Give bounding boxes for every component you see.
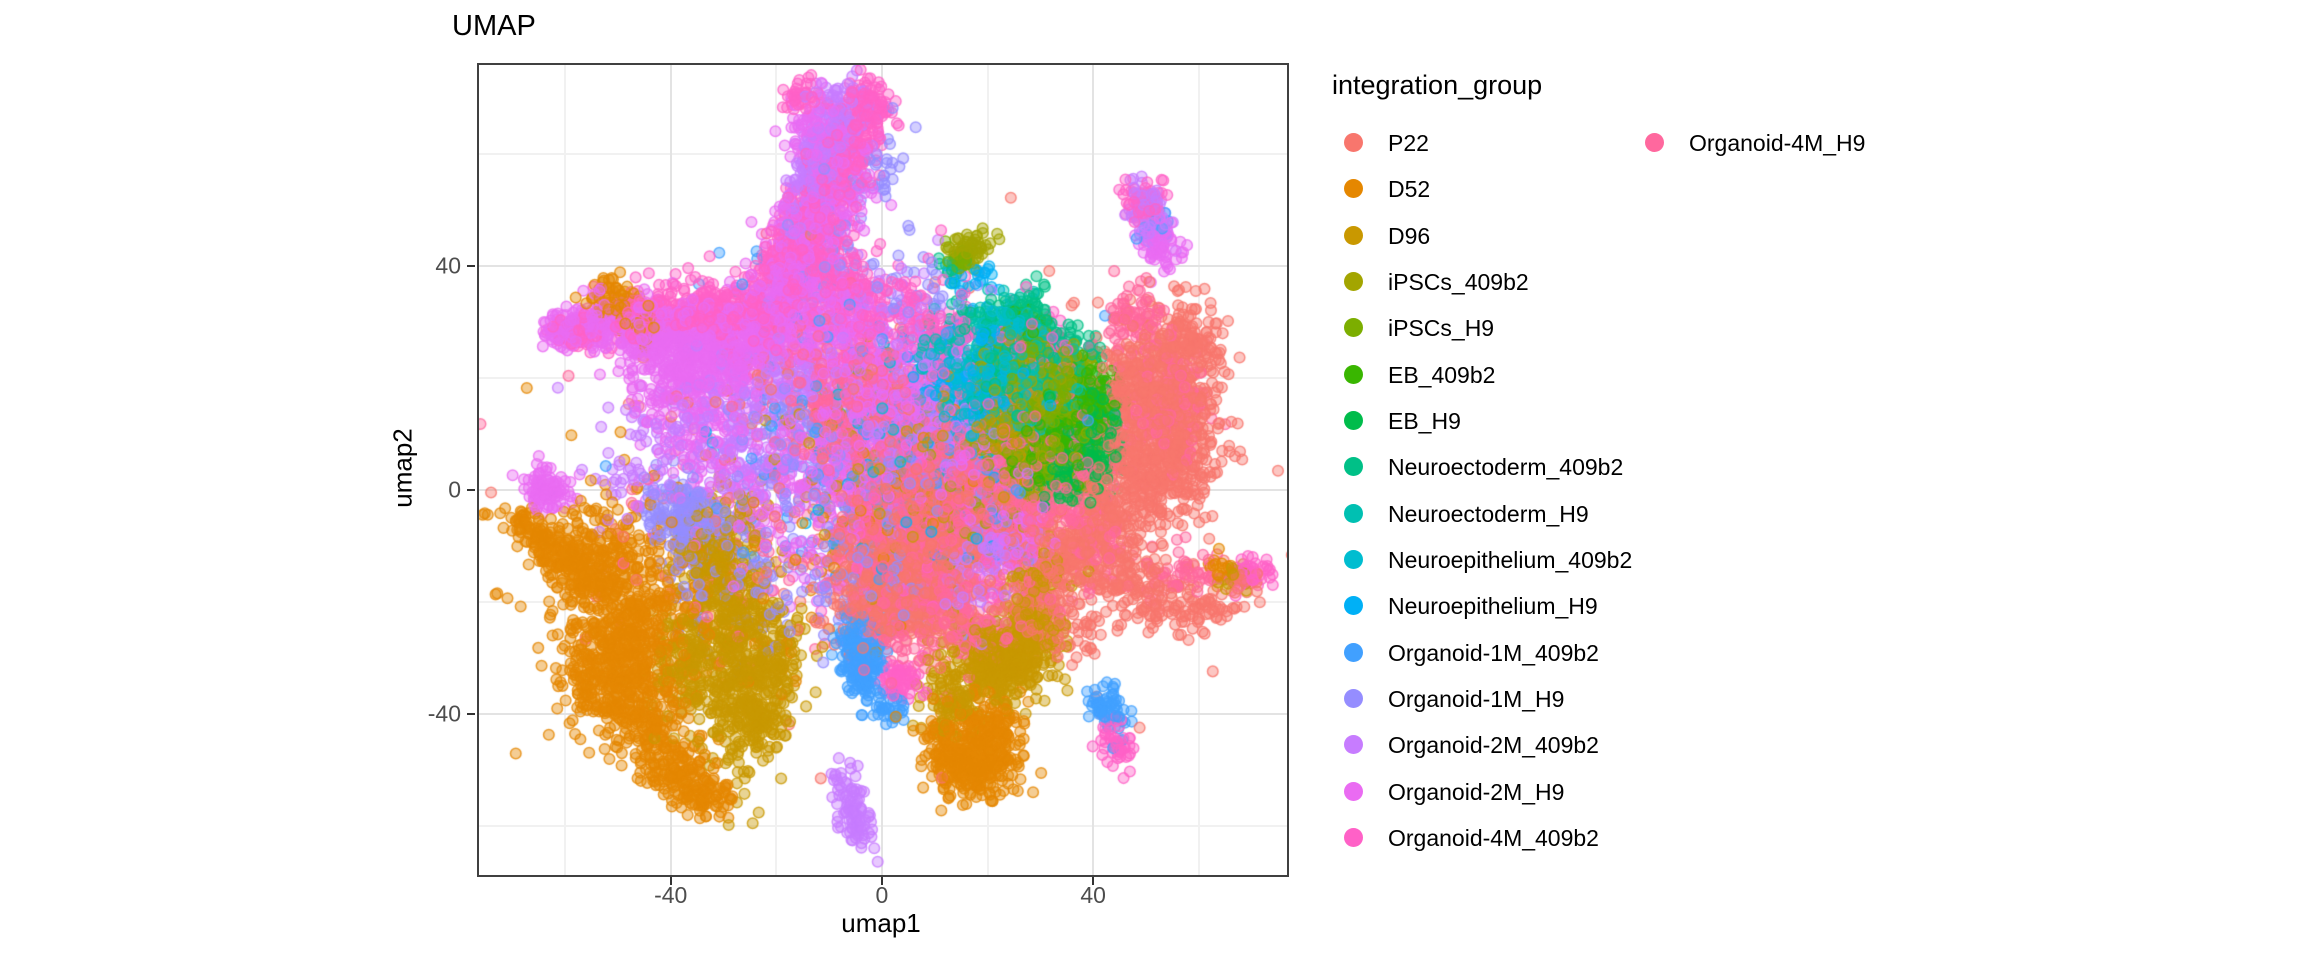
legend-item-label: D52 [1388, 176, 1431, 203]
legend-swatch-icon [1344, 410, 1363, 430]
x-tick-mark [880, 877, 883, 885]
legend-item-label: Neuroepithelium_409b2 [1388, 546, 1633, 573]
x-tick-label: 40 [1080, 882, 1106, 908]
legend-item-label: EB_H9 [1388, 407, 1461, 434]
legend-item-label: Organoid-4M_H9 [1689, 130, 1866, 156]
legend-swatch-icon [1344, 688, 1363, 708]
x-tick-label: 0 [875, 882, 889, 908]
legend-item-label: Neuroepithelium_H9 [1388, 593, 1598, 620]
legend-swatch-icon [1344, 781, 1363, 801]
legend-swatch-icon [1344, 596, 1363, 616]
legend-title: integration_group [1332, 70, 1543, 100]
legend-item-label: Organoid-2M_H9 [1388, 778, 1565, 805]
legend-swatch-icon [1645, 133, 1664, 152]
legend-item-label: Neuroectoderm_H9 [1388, 500, 1589, 527]
legend-swatch-icon [1344, 364, 1363, 384]
x-tick-mark [1092, 877, 1095, 885]
y-tick-label: 0 [448, 476, 461, 503]
x-tick-mark [669, 877, 672, 885]
y-tick-mark [467, 264, 475, 267]
x-axis-title: umap1 [841, 908, 921, 938]
legend-swatch-icon [1344, 318, 1363, 338]
legend-item-label: Neuroectoderm_409b2 [1388, 454, 1624, 481]
x-tick-label: -40 [654, 882, 688, 908]
legend-swatch-icon [1344, 179, 1363, 199]
y-tick-label: 40 [435, 252, 461, 279]
legend-swatch-icon [1344, 549, 1363, 569]
legend-item-label: Organoid-4M_409b2 [1388, 824, 1599, 851]
legend-item-label: P22 [1388, 130, 1429, 156]
legend-item-label: iPSCs_H9 [1388, 315, 1495, 342]
legend-swatch-icon [1344, 457, 1363, 477]
y-tick-mark [467, 488, 475, 491]
plot-panel [477, 63, 1289, 877]
legend-swatch-icon [1344, 133, 1363, 152]
legend-swatch-icon [1344, 271, 1363, 291]
legend-item-label: Organoid-1M_H9 [1388, 685, 1565, 712]
plot-title: UMAP [452, 10, 536, 42]
legend-item-label: Organoid-1M_409b2 [1388, 639, 1599, 666]
y-axis-title: umap2 [387, 428, 418, 508]
y-tick-label: -40 [427, 700, 461, 727]
legend-swatch-icon [1344, 642, 1363, 662]
legend-swatch-icon [1344, 827, 1363, 847]
scatter-points-canvas [479, 65, 1287, 875]
legend-item-label: EB_409b2 [1388, 361, 1496, 388]
legend-swatch-icon [1344, 225, 1363, 245]
y-tick-mark [467, 712, 475, 715]
legend-item-label: Organoid-2M_409b2 [1388, 732, 1599, 759]
legend-swatch-icon [1344, 503, 1363, 523]
legend-item-label: D96 [1388, 222, 1431, 249]
legend-swatch-icon [1344, 735, 1363, 755]
legend-item-label: iPSCs_409b2 [1388, 268, 1529, 295]
